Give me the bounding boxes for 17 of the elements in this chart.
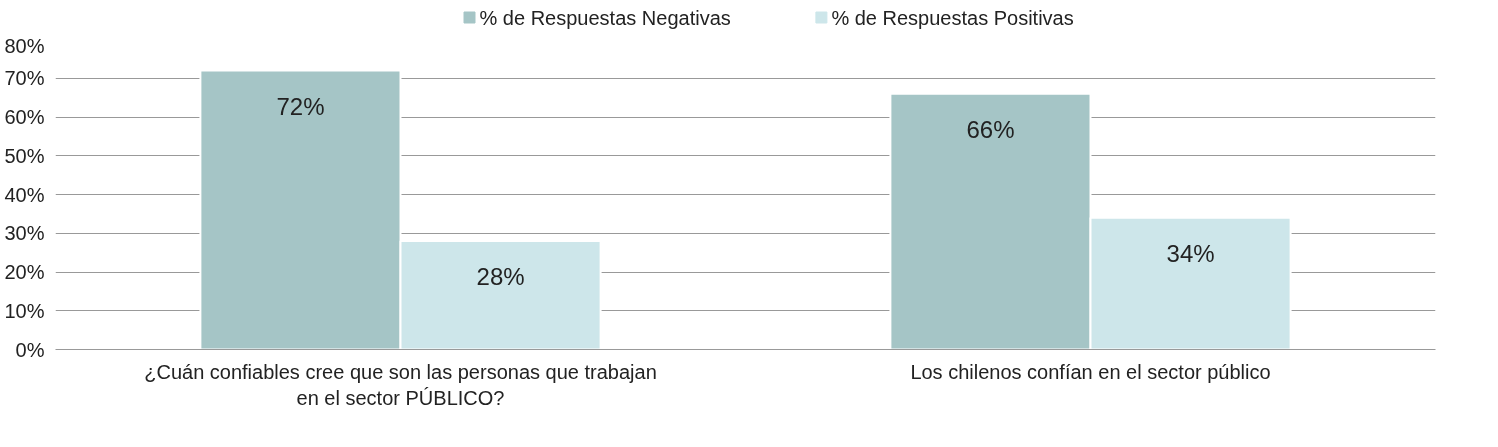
y-tick-label: 60%: [4, 106, 45, 128]
y-tick-label: 20%: [4, 261, 45, 283]
data-label: 34%: [1166, 239, 1215, 267]
y-tick-label: 70%: [4, 67, 45, 90]
y-tick-label: 0%: [15, 338, 45, 361]
data-label: 66%: [966, 115, 1015, 143]
legend-label: % de Respuestas Positivas: [831, 6, 1074, 29]
y-tick-label: 80%: [4, 34, 45, 57]
x-tick-label: Los chilenos confían en el sector público: [910, 360, 1271, 383]
data-label: 72%: [276, 92, 325, 120]
y-tick-label: 40%: [4, 183, 45, 206]
y-tick-label: 50%: [4, 144, 45, 167]
data-label: 28%: [476, 263, 525, 290]
y-tick-label: 10%: [4, 299, 45, 322]
legend-label: % de Respuestas Negativas: [479, 6, 731, 29]
x-tick-label: ¿Cuán confiables cree que son las personas que trabajan en el sector PÚBLICO?: [144, 360, 657, 409]
y-tick-label: 30%: [4, 222, 45, 245]
